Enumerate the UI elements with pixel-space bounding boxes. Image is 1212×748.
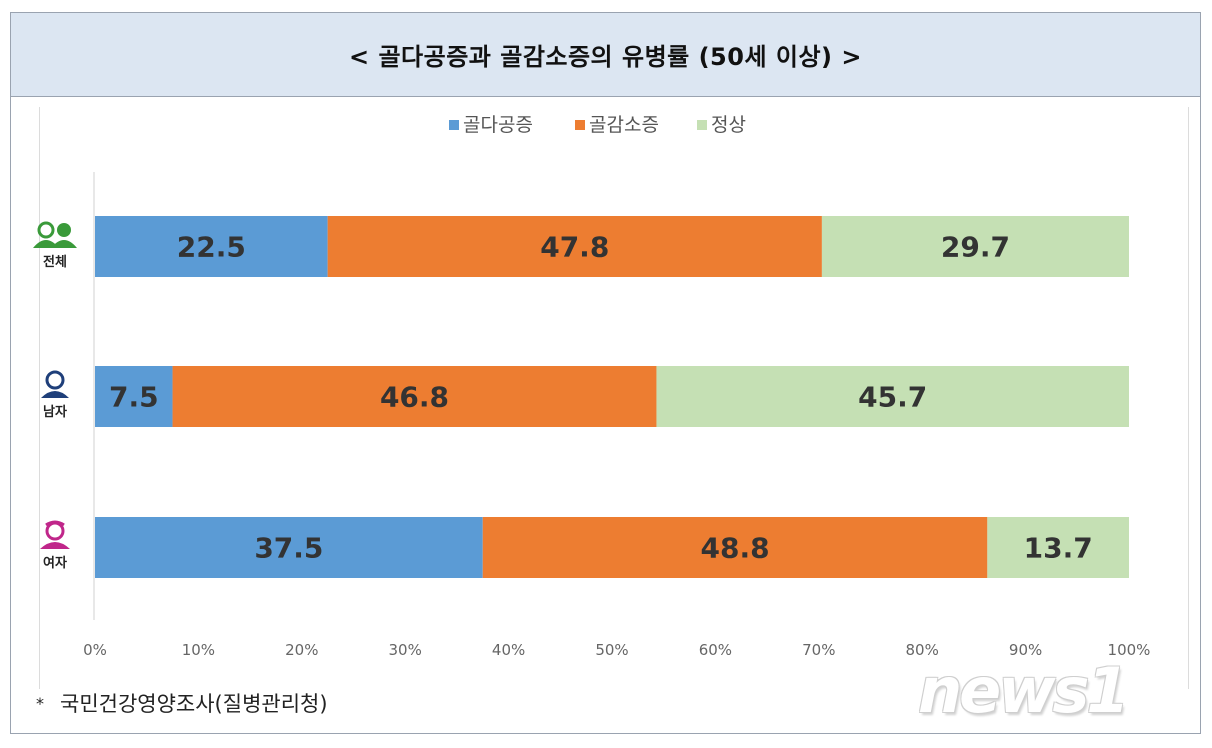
- data-label: 47.8: [540, 231, 609, 264]
- category-label: 여자: [43, 555, 67, 571]
- legend-label: 골다공증: [463, 114, 533, 136]
- legend-label: 정상: [711, 114, 746, 136]
- x-tick-label: 80%: [906, 641, 939, 659]
- legend-swatch: [697, 120, 707, 130]
- category-label: 남자: [43, 404, 67, 420]
- x-tick-label: 20%: [285, 641, 318, 659]
- data-label: 29.7: [941, 231, 1010, 264]
- plot-frame: [39, 107, 1189, 689]
- x-tick-label: 90%: [1009, 641, 1042, 659]
- male-person-icon: [41, 370, 69, 398]
- x-tick-label: 50%: [595, 641, 628, 659]
- x-tick-label: 40%: [492, 641, 525, 659]
- legend-label: 골감소증: [589, 114, 659, 136]
- bar-segment: [95, 216, 328, 277]
- data-label: 37.5: [254, 532, 323, 565]
- bar-segment: [95, 366, 173, 427]
- x-tick-label: 60%: [699, 641, 732, 659]
- footnote: * 국민건강영양조사(질병관리청): [36, 688, 328, 718]
- news1-watermark-logo: news1: [918, 654, 1130, 727]
- x-tick-label: 70%: [802, 641, 835, 659]
- data-label: 48.8: [700, 532, 769, 565]
- bar-segment: [821, 216, 1129, 277]
- footnote-marker: *: [36, 694, 44, 713]
- two-persons-icon: [33, 221, 77, 248]
- category-label: 전체: [43, 254, 67, 270]
- x-tick-label: 30%: [389, 641, 422, 659]
- data-label: 46.8: [380, 381, 449, 414]
- bar-segment: [987, 517, 1129, 578]
- data-label: 13.7: [1024, 532, 1093, 565]
- footnote-source: 국민건강영양조사(질병관리청): [60, 692, 328, 716]
- data-label: 45.7: [858, 381, 927, 414]
- bar-segment: [95, 517, 483, 578]
- legend-swatch: [449, 120, 459, 130]
- bar-segment: [172, 366, 657, 427]
- title-bar: < 골다공증과 골감소증의 유병률 (50세 이상) >: [11, 13, 1200, 97]
- female-person-icon: [40, 520, 70, 549]
- chart-title: < 골다공증과 골감소증의 유병률 (50세 이상) >: [349, 43, 862, 71]
- x-tick-label: 0%: [83, 641, 107, 659]
- bar-segment: [327, 216, 822, 277]
- bar-segment: [656, 366, 1129, 427]
- data-label: 7.5: [109, 381, 159, 414]
- data-label: 22.5: [177, 231, 246, 264]
- x-tick-label: 10%: [182, 641, 215, 659]
- legend-swatch: [575, 120, 585, 130]
- bar-segment: [482, 517, 988, 578]
- x-tick-label: 100%: [1108, 641, 1151, 659]
